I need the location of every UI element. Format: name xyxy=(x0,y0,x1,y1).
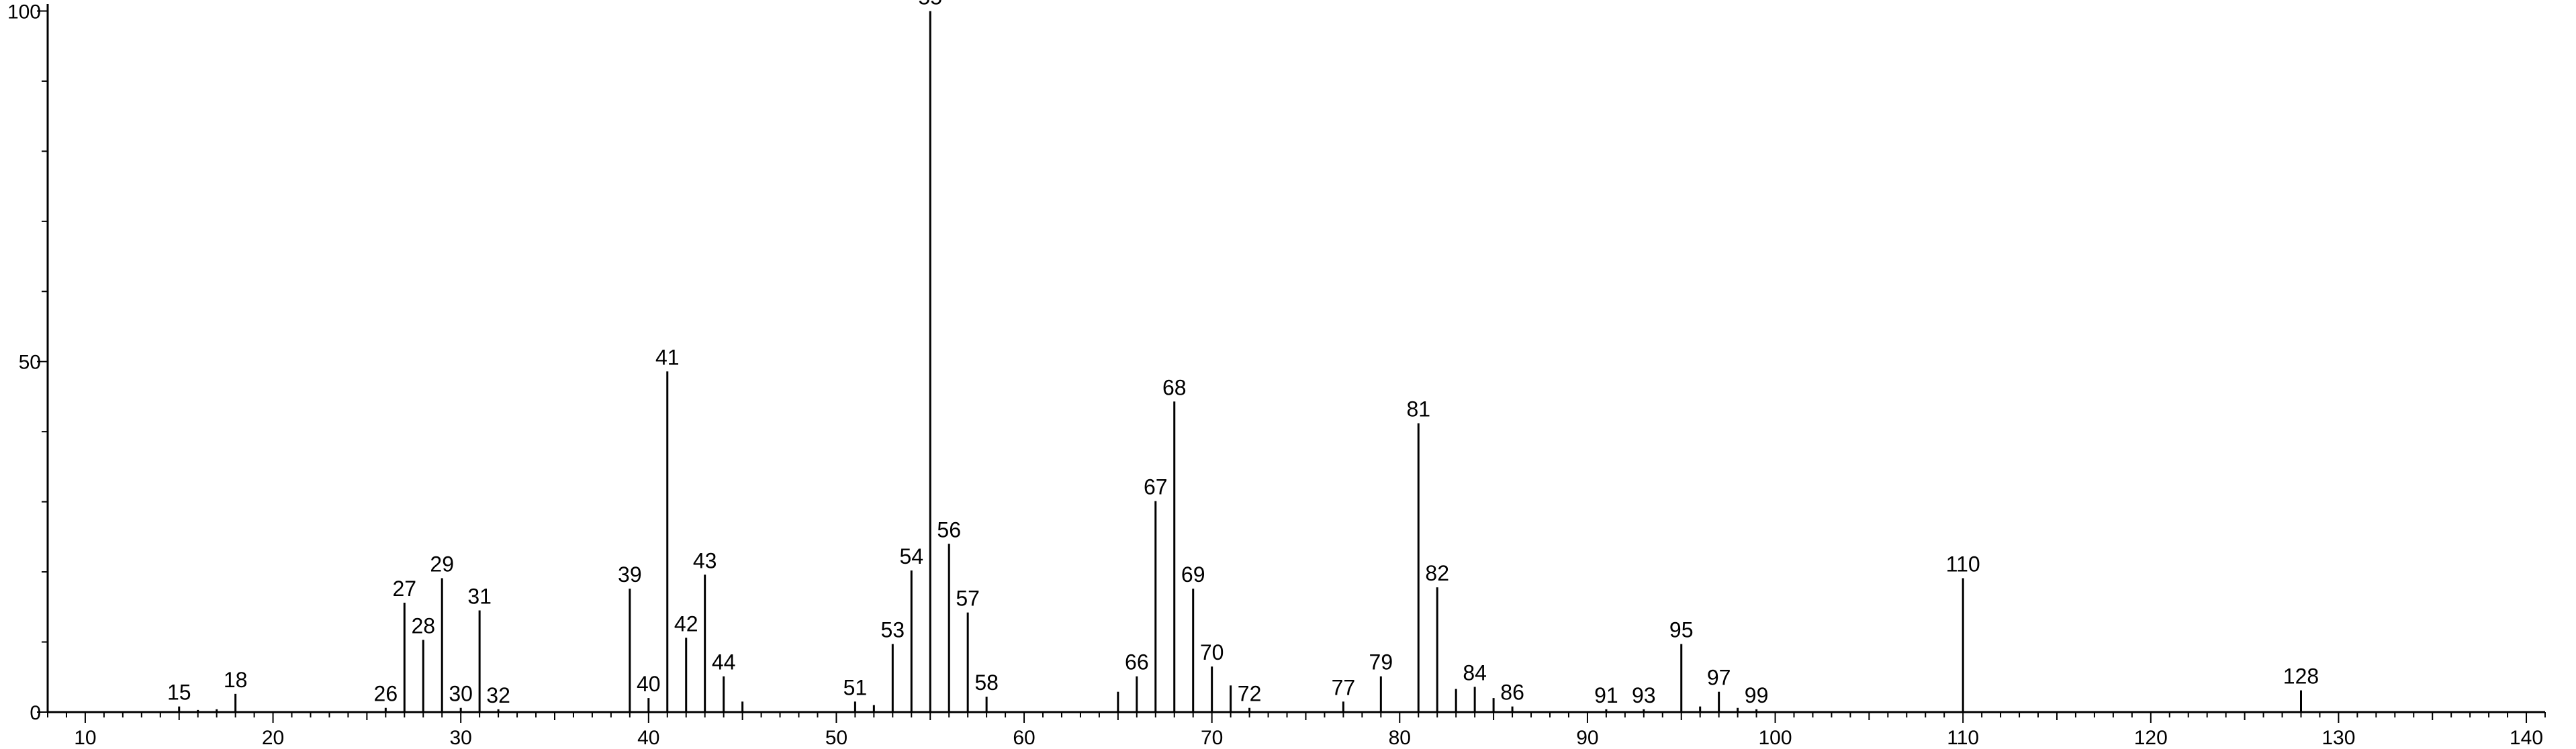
peak-label-110: 110 xyxy=(1946,552,1980,576)
x-tick-label: 70 xyxy=(1201,727,1223,749)
peak-label-41: 41 xyxy=(655,345,680,369)
peak-label-30: 30 xyxy=(449,682,473,706)
peak-label-93: 93 xyxy=(1632,683,1656,707)
peak-label-28: 28 xyxy=(411,613,435,638)
peak-label-128: 128 xyxy=(2283,664,2319,689)
peak-label-66: 66 xyxy=(1125,650,1149,675)
peak-label-54: 54 xyxy=(899,544,923,568)
peak-label-27: 27 xyxy=(392,577,416,601)
peak-label-97: 97 xyxy=(1707,666,1731,690)
x-tick-label: 140 xyxy=(2510,727,2543,749)
x-tick-label: 130 xyxy=(2321,727,2355,749)
peak-label-55: 55 xyxy=(918,0,942,9)
x-tick-label: 100 xyxy=(1759,727,1792,749)
y-tick-label: 0 xyxy=(30,702,41,724)
x-tick-label: 30 xyxy=(449,727,471,749)
peak-labels: 15 18 26 27 28 29 30 31 32 39 40 41 42 43 44 51 53 54 55 56… xyxy=(167,0,2319,707)
peak-label-58: 58 xyxy=(974,670,999,695)
peak-label-18: 18 xyxy=(224,668,248,692)
y-tick-label: 100 xyxy=(7,1,41,23)
peak-label-77: 77 xyxy=(1332,675,1356,699)
peak-bars xyxy=(178,11,2302,712)
peak-label-81: 81 xyxy=(1406,397,1430,421)
x-tick-label: 40 xyxy=(637,727,659,749)
peak-label-53: 53 xyxy=(881,618,905,642)
x-tick-label: 10 xyxy=(74,727,96,749)
peak-label-15: 15 xyxy=(167,681,191,705)
peak-label-32: 32 xyxy=(486,683,510,707)
x-tick-label: 20 xyxy=(262,727,284,749)
peak-label-42: 42 xyxy=(674,611,698,636)
peak-label-68: 68 xyxy=(1162,375,1187,399)
y-tick-label: 50 xyxy=(19,352,41,374)
x-tick-label: 120 xyxy=(2134,727,2168,749)
peak-label-70: 70 xyxy=(1200,640,1224,664)
peak-label-29: 29 xyxy=(430,552,454,576)
peak-label-67: 67 xyxy=(1144,475,1168,499)
peak-label-44: 44 xyxy=(712,650,736,675)
peak-label-82: 82 xyxy=(1425,561,1449,585)
peak-label-31: 31 xyxy=(467,585,492,609)
peak-label-39: 39 xyxy=(618,562,642,587)
x-tick-label: 60 xyxy=(1013,727,1035,749)
peak-label-40: 40 xyxy=(637,672,661,696)
peak-label-86: 86 xyxy=(1500,681,1524,705)
peak-label-43: 43 xyxy=(693,548,717,572)
peak-label-26: 26 xyxy=(374,682,398,706)
axes: 10 20 30 40 50 60 70 80 90 100 110 120 130 140 0 50 100 xyxy=(7,1,2546,749)
x-tick-label: 80 xyxy=(1389,727,1411,749)
peak-label-95: 95 xyxy=(1669,618,1694,642)
x-tick-label: 50 xyxy=(825,727,847,749)
peak-label-56: 56 xyxy=(937,517,961,542)
peak-label-79: 79 xyxy=(1369,650,1393,675)
peak-label-69: 69 xyxy=(1181,562,1205,587)
peak-label-51: 51 xyxy=(843,675,868,699)
peak-label-84: 84 xyxy=(1463,660,1487,685)
x-tick-label: 90 xyxy=(1576,727,1598,749)
peak-label-57: 57 xyxy=(956,587,980,611)
peak-label-72: 72 xyxy=(1238,682,1262,706)
peak-label-99: 99 xyxy=(1745,683,1769,707)
x-tick-label: 110 xyxy=(1947,727,1979,749)
peak-label-91: 91 xyxy=(1594,683,1618,707)
